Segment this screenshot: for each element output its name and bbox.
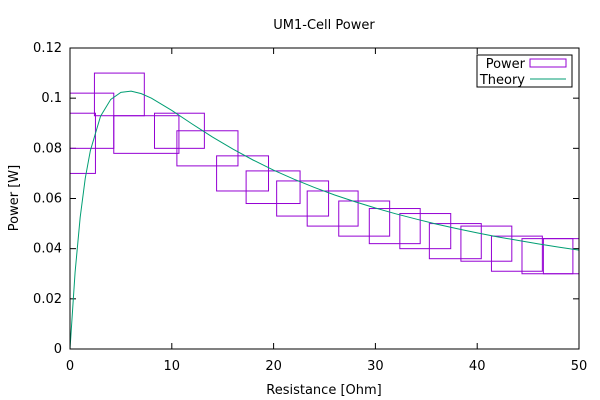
series-power bbox=[69, 72, 580, 275]
power-error-box bbox=[176, 130, 239, 167]
power-error-box bbox=[490, 235, 543, 272]
y-tick-label: 0.08 bbox=[33, 141, 62, 156]
power-error-box bbox=[338, 200, 391, 237]
y-tick-label: 0 bbox=[54, 342, 62, 357]
power-error-box bbox=[428, 223, 482, 260]
power-error-box bbox=[113, 115, 180, 154]
chart-title: UM1-Cell Power bbox=[273, 18, 375, 33]
legend: Power Theory bbox=[476, 54, 573, 88]
power-error-box bbox=[93, 72, 145, 117]
plot-frame bbox=[69, 47, 580, 350]
series-theory bbox=[69, 90, 580, 350]
y-axis-ticks: 0 0.02 0.04 0.06 0.08 0.1 0.12 bbox=[33, 41, 579, 357]
y-tick-label: 0.12 bbox=[33, 41, 62, 56]
y-axis-label: Power [W] bbox=[7, 165, 22, 231]
power-error-box bbox=[245, 170, 301, 205]
y-tick-label: 0.04 bbox=[33, 242, 62, 257]
legend-label-theory: Theory bbox=[479, 73, 525, 88]
legend-label-power: Power bbox=[486, 57, 526, 72]
theory-curve bbox=[69, 90, 580, 350]
power-error-box bbox=[542, 238, 580, 275]
power-error-box bbox=[306, 190, 359, 227]
power-error-box bbox=[69, 112, 96, 174]
power-error-box bbox=[69, 92, 115, 149]
legend-swatch-power bbox=[529, 58, 567, 68]
y-tick-label: 0.1 bbox=[41, 91, 62, 106]
power-error-box bbox=[399, 213, 452, 250]
x-tick-label: 50 bbox=[571, 359, 588, 374]
power-error-box bbox=[368, 208, 421, 245]
x-tick-label: 10 bbox=[164, 359, 181, 374]
power-error-box bbox=[460, 225, 513, 262]
x-tick-label: 30 bbox=[367, 359, 384, 374]
x-tick-label: 40 bbox=[469, 359, 486, 374]
power-error-box bbox=[276, 180, 330, 217]
y-tick-label: 0.02 bbox=[33, 292, 62, 307]
y-tick-label: 0.06 bbox=[33, 192, 62, 207]
x-axis-ticks: 0 10 20 30 40 50 bbox=[66, 48, 587, 374]
x-tick-label: 20 bbox=[265, 359, 282, 374]
x-tick-label: 0 bbox=[66, 359, 74, 374]
x-axis-label: Resistance [Ohm] bbox=[266, 383, 381, 398]
power-error-box bbox=[521, 238, 574, 275]
legend-box bbox=[476, 54, 573, 88]
power-error-box bbox=[216, 155, 270, 192]
